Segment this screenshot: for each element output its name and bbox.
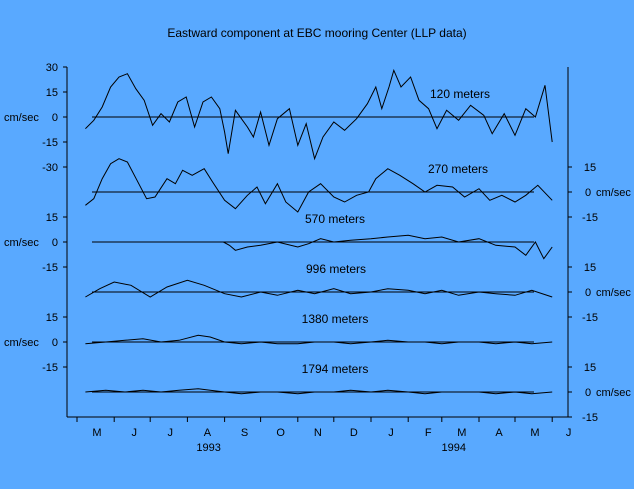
unit-label: cm/sec bbox=[596, 187, 631, 199]
month-label: J bbox=[388, 427, 394, 439]
month-label: M bbox=[457, 427, 466, 439]
month-label: J bbox=[167, 427, 173, 439]
y-tick-label: -30 bbox=[42, 162, 58, 174]
y-tick-label: -15 bbox=[42, 362, 58, 374]
month-label: J bbox=[566, 427, 572, 439]
y-tick-label: 0 bbox=[585, 387, 591, 399]
panel-0: 120 meters 30 15 0 -15 -30 cm/sec bbox=[4, 62, 553, 174]
month-label: D bbox=[350, 427, 358, 439]
y-tick-label: 15 bbox=[584, 362, 596, 374]
month-label: F bbox=[425, 427, 432, 439]
series-line bbox=[85, 158, 553, 213]
y-tick-label: 15 bbox=[46, 212, 58, 224]
unit-label: cm/sec bbox=[4, 237, 39, 249]
y-tick-label: 0 bbox=[585, 287, 591, 299]
panel-5: 1794 meters 15 0 -15 cm/sec bbox=[85, 362, 631, 424]
x-axis: M J J A S O N D J F M A M J 1993 1994 bbox=[67, 416, 572, 454]
panel-2: 570 meters 15 0 -15 cm/sec bbox=[4, 212, 553, 274]
unit-label: cm/sec bbox=[596, 387, 631, 399]
y-tick-label: -15 bbox=[582, 412, 598, 424]
y-tick-label: 15 bbox=[46, 312, 58, 324]
y-tick-label: -15 bbox=[42, 137, 58, 149]
panels: 120 meters 30 15 0 -15 -30 cm/sec 270 meters 15 0… bbox=[4, 62, 631, 424]
depth-label: 570 meters bbox=[305, 212, 365, 226]
panel-1: 270 meters 15 0 -15 cm/sec bbox=[85, 158, 631, 224]
chart-title: Eastward component at EBC mooring Center… bbox=[167, 26, 466, 40]
series-line bbox=[85, 279, 553, 298]
month-label: M bbox=[530, 427, 539, 439]
y-tick-label: 0 bbox=[52, 237, 58, 249]
month-label: S bbox=[241, 427, 248, 439]
depth-label: 120 meters bbox=[430, 87, 490, 101]
y-tick-label: 15 bbox=[584, 162, 596, 174]
y-tick-label: 0 bbox=[585, 187, 591, 199]
depth-label: 1380 meters bbox=[302, 312, 369, 326]
y-tick-label: 0 bbox=[52, 112, 58, 124]
y-tick-label: -15 bbox=[42, 262, 58, 274]
depth-label: 270 meters bbox=[428, 162, 488, 176]
series-line bbox=[85, 334, 553, 345]
month-label: J bbox=[131, 427, 137, 439]
y-tick-label: 15 bbox=[584, 262, 596, 274]
month-label: A bbox=[204, 427, 212, 439]
y-tick-label: -15 bbox=[582, 212, 598, 224]
unit-label: cm/sec bbox=[596, 287, 631, 299]
series-line bbox=[85, 68, 553, 161]
series-line bbox=[85, 388, 553, 395]
year-label: 1994 bbox=[442, 442, 466, 454]
y-tick-label: -15 bbox=[582, 312, 598, 324]
series-line bbox=[223, 234, 553, 260]
month-label: A bbox=[495, 427, 503, 439]
y-tick-label: 15 bbox=[46, 87, 58, 99]
month-label: M bbox=[92, 427, 101, 439]
depth-label: 996 meters bbox=[306, 262, 366, 276]
y-tick-label: 0 bbox=[52, 337, 58, 349]
unit-label: cm/sec bbox=[4, 337, 39, 349]
unit-label: cm/sec bbox=[4, 112, 39, 124]
depth-label: 1794 meters bbox=[302, 362, 369, 376]
month-label: N bbox=[314, 427, 322, 439]
month-label: O bbox=[276, 427, 285, 439]
y-tick-label: 30 bbox=[46, 62, 58, 74]
year-label: 1993 bbox=[196, 442, 220, 454]
panel-3: 996 meters 15 0 -15 cm/sec bbox=[85, 262, 631, 324]
panel-4: 1380 meters 15 0 -15 cm/sec bbox=[4, 312, 553, 374]
